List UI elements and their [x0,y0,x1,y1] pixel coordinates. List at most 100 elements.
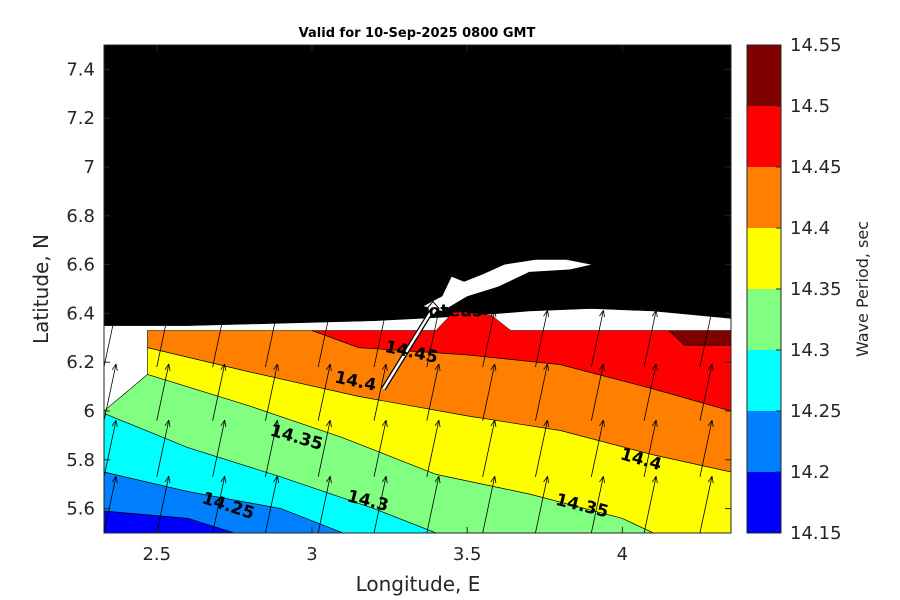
contour-band-14.45-14.5 [312,330,731,411]
wave-direction-arrow [643,476,658,533]
contour-band-14.45-14.5 [436,311,511,331]
colorbar: 14.15 14.2 14.25 14.3 14.35 14.4 14.45 14.5 14.5… [746,35,842,544]
wave-direction-arrow [535,363,550,421]
y-tick-label: 6.8 [66,206,95,227]
colorbar-segment-14.35-14.4 [747,228,781,289]
wave-direction-arrow [590,310,605,368]
wave-direction-arrow [265,476,280,533]
x-axis-label: Longitude, E [356,572,481,596]
colorbar-tick-label: 14.55 [790,35,842,56]
wave-direction-arrow [212,310,227,368]
contour-line-14.2 [104,510,235,533]
y-tick-label: 6 [84,401,95,422]
y-tick-label: 6.4 [66,303,95,324]
chart-title: Valid for 10-Sep-2025 0800 GMT [299,26,536,41]
colorbar-tick-label: 14.4 [790,218,830,239]
wave-direction-arrow [699,363,714,421]
wave-direction-arrow [156,476,171,533]
wave-direction-arrow [426,363,441,421]
wave-direction-arrow [373,419,388,477]
colorbar-tick-label: 14.25 [790,401,842,422]
colorbar-segment-14.3-14.35 [747,289,781,350]
wave-direction-arrow [699,476,714,533]
wave-direction-arrow [699,310,714,368]
wave-direction-arrow [482,363,497,421]
wave-direction-arrow [426,476,441,533]
wave-direction-arrow [317,476,332,533]
wave-direction-arrow [373,310,388,368]
wave-direction-arrow [590,419,605,477]
y-tick-label: 7.2 [66,108,95,129]
wave-direction-arrow [317,310,332,368]
colorbar-tick-label: 14.3 [790,340,830,361]
wave-direction-arrow [265,310,280,368]
wave-direction-arrow [643,363,658,421]
colorbar-tick-label: 14.35 [790,279,842,300]
wave-direction-arrow [426,310,441,368]
x-tick-label: 3 [306,544,317,565]
wave-direction-arrow [317,419,332,477]
wave-direction-arrow [535,419,550,477]
colorbar-segment-14.15-14.2 [747,472,781,533]
y-tick-label: 5.8 [66,450,95,471]
wave-direction-arrow [699,419,714,477]
wave-direction-arrow [212,363,227,421]
wave-direction-arrow [373,476,388,533]
y-tick-label: 5.6 [66,499,95,520]
wave-direction-arrow [590,476,605,533]
wave-direction-arrow [426,419,441,477]
colorbar-segment-14.25-14.3 [747,350,781,411]
colorbar-tick-label: 14.15 [790,523,842,544]
contour-line-14.4 [147,347,731,473]
wave-direction-arrow [104,419,118,477]
colorbar-tick-label: 14.45 [790,157,842,178]
wave-direction-arrow [265,363,280,421]
contour-line-14.3 [104,413,437,533]
wave-direction-arrow [156,419,171,477]
contour-line-14.35 [147,374,654,533]
wave-direction-arrow [373,363,388,421]
wave-direction-arrow [535,310,550,368]
contour-line-14.45 [311,330,731,412]
site-marker [381,300,440,391]
y-tick-label: 6.6 [66,255,95,276]
x-tick-label: 3.5 [453,544,482,565]
wave-direction-arrow [104,476,118,533]
colorbar-segment-14.5-14.55 [747,45,781,106]
colorbar-tick-label: 14.2 [790,462,830,483]
colorbar-tick-label: 14.5 [790,96,830,117]
wave-direction-arrow [156,363,171,421]
wave-direction-arrow [212,419,227,477]
wave-direction-arrow [482,310,497,368]
wave-direction-arrow [212,476,227,533]
site-label: Proteus [408,302,482,322]
y-tick-label: 6.2 [66,352,95,373]
colorbar-segment-14.4-14.45 [747,167,781,228]
contour-line-14.5 [668,330,731,346]
y-tick-label: 7.4 [66,59,95,80]
contour-band-14.5-14.55 [668,330,731,346]
plot-frame [103,44,732,534]
wave-direction-arrow [104,310,118,368]
y-tick-label: 7 [84,157,95,178]
y-axis-ticks: 5.6 5.8 6 6.2 6.4 6.6 6.8 7 7.2 7.4 [66,59,731,520]
x-tick-label: 4 [617,544,628,565]
x-tick-label: 2.5 [142,544,171,565]
wave-direction-arrow [535,476,550,533]
wave-direction-arrow [643,310,658,368]
y-axis-label: Latitude, N [29,234,53,344]
colorbar-segment-14.45-14.5 [747,106,781,167]
wave-direction-arrow [317,363,332,421]
wave-direction-arrow [590,363,605,421]
wave-direction-arrow [482,419,497,477]
wave-direction-arrow [643,419,658,477]
colorbar-segment-14.2-14.25 [747,411,781,472]
colorbar-label: Wave Period, sec [853,221,872,357]
wave-direction-arrow [265,419,280,477]
wave-direction-arrow [156,310,171,368]
x-axis-ticks: 2.5 3 3.5 4 [142,45,628,565]
lagoon-no-data [423,259,592,311]
wave-direction-arrow [482,476,497,533]
